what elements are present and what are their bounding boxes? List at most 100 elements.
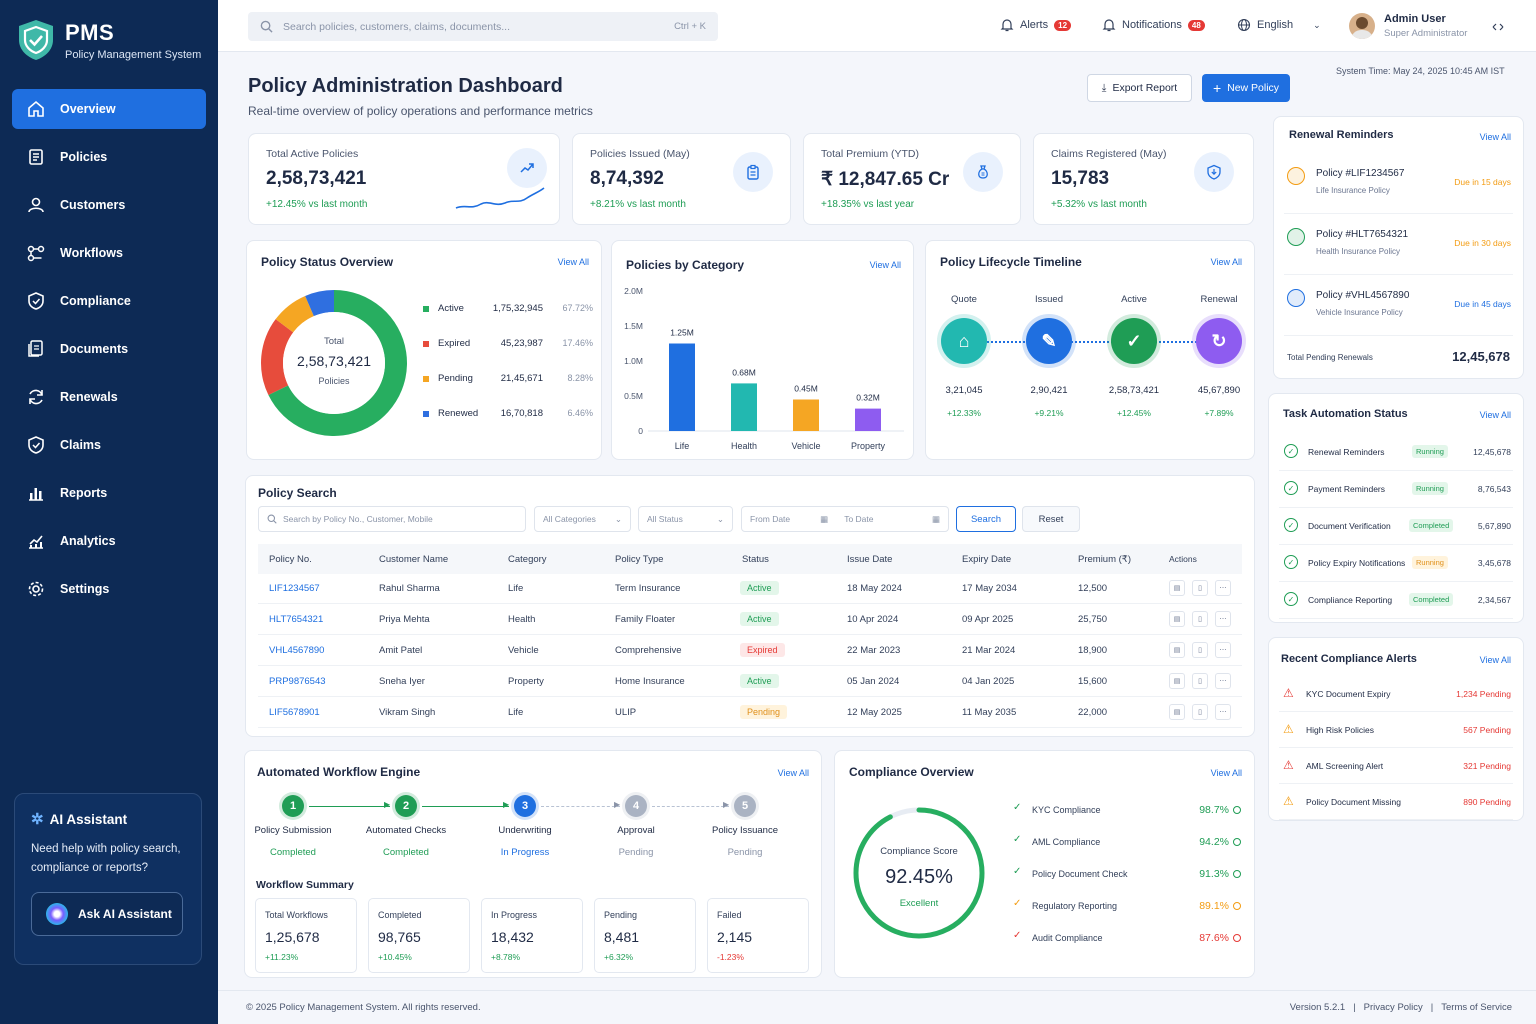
- column-header[interactable]: Expiry Date: [962, 553, 1012, 565]
- sidebar-item-reports[interactable]: Reports: [12, 473, 206, 513]
- alerts-button[interactable]: Alerts 12: [1000, 18, 1072, 32]
- document-icon[interactable]: ▯: [1192, 673, 1208, 689]
- document-icon[interactable]: ▯: [1192, 580, 1208, 596]
- lifecycle-stage-active[interactable]: ✓: [1111, 318, 1157, 364]
- column-header[interactable]: Category: [508, 553, 547, 565]
- view-all-link[interactable]: View All: [869, 260, 901, 270]
- compliance-alert-item[interactable]: ⚠ KYC Document Expiry 1,234 Pending: [1279, 676, 1513, 712]
- workflow-step-5[interactable]: 5: [734, 795, 756, 817]
- new-policy-button[interactable]: + New Policy: [1202, 74, 1290, 102]
- view-icon[interactable]: ▤: [1169, 611, 1185, 627]
- sidebar-item-documents[interactable]: Documents: [12, 329, 206, 369]
- compliance-alert-item[interactable]: ⚠ AML Screening Alert 321 Pending: [1279, 748, 1513, 784]
- document-icon[interactable]: ▯: [1192, 642, 1208, 658]
- table-row[interactable]: LIF5678901 Vikram Singh Life ULIP Pending 12 …: [258, 697, 1242, 728]
- workflow-step-4[interactable]: 4: [625, 795, 647, 817]
- renewal-item[interactable]: Policy #HLT7654321 Health Insurance Polic…: [1284, 214, 1513, 275]
- bar-property[interactable]: [855, 408, 881, 431]
- view-all-link[interactable]: View All: [777, 768, 809, 778]
- more-icon[interactable]: ⋯: [1215, 580, 1231, 596]
- document-icon[interactable]: ▯: [1192, 704, 1208, 720]
- to-date[interactable]: To Date: [844, 514, 874, 524]
- global-search-input[interactable]: Search policies, customers, claims, docu…: [248, 12, 718, 41]
- view-all-link[interactable]: View All: [1210, 257, 1242, 267]
- automation-item[interactable]: ✓ Document Verification Completed 5,67,890: [1279, 508, 1513, 545]
- switch-icon[interactable]: [1492, 21, 1504, 33]
- ask-ai-button[interactable]: Ask AI Assistant: [31, 892, 183, 936]
- lifecycle-stage-quote[interactable]: ⌂: [941, 318, 987, 364]
- sidebar-item-compliance[interactable]: Compliance: [12, 281, 206, 321]
- renewal-item[interactable]: Policy #VHL4567890 Vehicle Insurance Poli…: [1284, 275, 1513, 336]
- column-header[interactable]: Policy No.: [269, 553, 312, 565]
- view-icon[interactable]: ▤: [1169, 580, 1185, 596]
- sidebar-item-analytics[interactable]: Analytics: [12, 521, 206, 561]
- lifecycle-stage-issued[interactable]: ✎: [1026, 318, 1072, 364]
- donut-slice-renewed[interactable]: [305, 290, 334, 317]
- sidebar-item-renewals[interactable]: Renewals: [12, 377, 206, 417]
- view-all-link[interactable]: View All: [1479, 132, 1511, 142]
- workflow-step-3[interactable]: 3: [514, 795, 536, 817]
- policy-number-link[interactable]: LIF5678901: [269, 706, 320, 718]
- from-date[interactable]: From Date: [750, 514, 791, 524]
- sidebar-item-workflows[interactable]: Workflows: [12, 233, 206, 273]
- bar-life[interactable]: [669, 343, 695, 432]
- more-icon[interactable]: ⋯: [1215, 673, 1231, 689]
- more-icon[interactable]: ⋯: [1215, 642, 1231, 658]
- avatar[interactable]: [1349, 13, 1375, 39]
- automation-item[interactable]: ✓ Policy Expiry Notifications Running 3,45,…: [1279, 545, 1513, 582]
- bar-vehicle[interactable]: [793, 399, 819, 432]
- bar-health[interactable]: [731, 383, 757, 431]
- workflow-step-1[interactable]: 1: [282, 795, 304, 817]
- view-all-link[interactable]: View All: [1479, 410, 1511, 420]
- view-all-link[interactable]: View All: [557, 257, 589, 267]
- automation-item[interactable]: ✓ Payment Reminders Running 8,76,543: [1279, 471, 1513, 508]
- table-row[interactable]: HLT7654321 Priya Mehta Health Family Floate…: [258, 604, 1242, 635]
- column-header[interactable]: Premium (₹): [1078, 553, 1132, 565]
- renewal-item[interactable]: Policy #LIF1234567 Life Insurance Policy D…: [1284, 153, 1513, 214]
- table-row[interactable]: VHL4567890 Amit Patel Vehicle Comprehensive…: [258, 635, 1242, 666]
- column-header[interactable]: Status: [742, 553, 769, 565]
- workflow-step-2[interactable]: 2: [395, 795, 417, 817]
- view-icon[interactable]: ▤: [1169, 704, 1185, 720]
- compliance-alert-item[interactable]: ⚠ High Risk Policies 567 Pending: [1279, 712, 1513, 748]
- policy-number-link[interactable]: HLT7654321: [269, 613, 324, 625]
- more-icon[interactable]: ⋯: [1215, 704, 1231, 720]
- automation-item[interactable]: ✓ Compliance Reporting Completed 2,34,567: [1279, 582, 1513, 619]
- donut-slice-expired[interactable]: [261, 319, 294, 396]
- automation-item[interactable]: ✓ Renewal Reminders Running 12,45,678: [1279, 434, 1513, 471]
- sidebar-item-overview[interactable]: Overview: [12, 89, 206, 129]
- table-row[interactable]: LIF1234567 Rahul Sharma Life Term Insurance…: [258, 573, 1242, 604]
- privacy-link[interactable]: Privacy Policy: [1363, 1002, 1423, 1013]
- category-select[interactable]: All Categories ⌄: [534, 506, 631, 532]
- compliance-alert-item[interactable]: ⚠ Policy Document Missing 890 Pending: [1279, 784, 1513, 820]
- sidebar-item-customers[interactable]: Customers: [12, 185, 206, 225]
- notifications-button[interactable]: Notifications 48: [1102, 18, 1205, 32]
- view-all-link[interactable]: View All: [1479, 655, 1511, 665]
- date-range-input[interactable]: From Date ▦ To Date ▦: [741, 506, 949, 532]
- reset-button[interactable]: Reset: [1022, 506, 1080, 532]
- policy-search-input[interactable]: Search by Policy No., Customer, Mobile: [258, 506, 526, 532]
- donut-slice-pending[interactable]: [275, 295, 314, 333]
- view-icon[interactable]: ▤: [1169, 642, 1185, 658]
- policy-number-link[interactable]: VHL4567890: [269, 644, 325, 656]
- column-header[interactable]: Issue Date: [847, 553, 893, 565]
- search-button[interactable]: Search: [956, 506, 1016, 532]
- sidebar-item-claims[interactable]: Claims: [12, 425, 206, 465]
- policy-number-link[interactable]: PRP9876543: [269, 675, 326, 687]
- column-header[interactable]: Policy Type: [615, 553, 664, 565]
- donut-slice-active[interactable]: [268, 290, 407, 436]
- more-icon[interactable]: ⋯: [1215, 611, 1231, 627]
- status-select[interactable]: All Status ⌄: [638, 506, 733, 532]
- sidebar-item-settings[interactable]: Settings: [12, 569, 206, 609]
- view-icon[interactable]: ▤: [1169, 673, 1185, 689]
- sidebar-item-policies[interactable]: Policies: [12, 137, 206, 177]
- terms-link[interactable]: Terms of Service: [1441, 1002, 1512, 1013]
- table-row[interactable]: PRP9876543 Sneha Iyer Property Home Insuran…: [258, 666, 1242, 697]
- policy-number-link[interactable]: LIF1234567: [269, 582, 320, 594]
- export-report-button[interactable]: ⤓ Export Report: [1087, 74, 1192, 102]
- view-all-link[interactable]: View All: [1210, 768, 1242, 778]
- column-header[interactable]: Customer Name: [379, 553, 449, 565]
- document-icon[interactable]: ▯: [1192, 611, 1208, 627]
- lifecycle-stage-renewal[interactable]: ↻: [1196, 318, 1242, 364]
- language-selector[interactable]: English ⌄: [1237, 18, 1321, 32]
